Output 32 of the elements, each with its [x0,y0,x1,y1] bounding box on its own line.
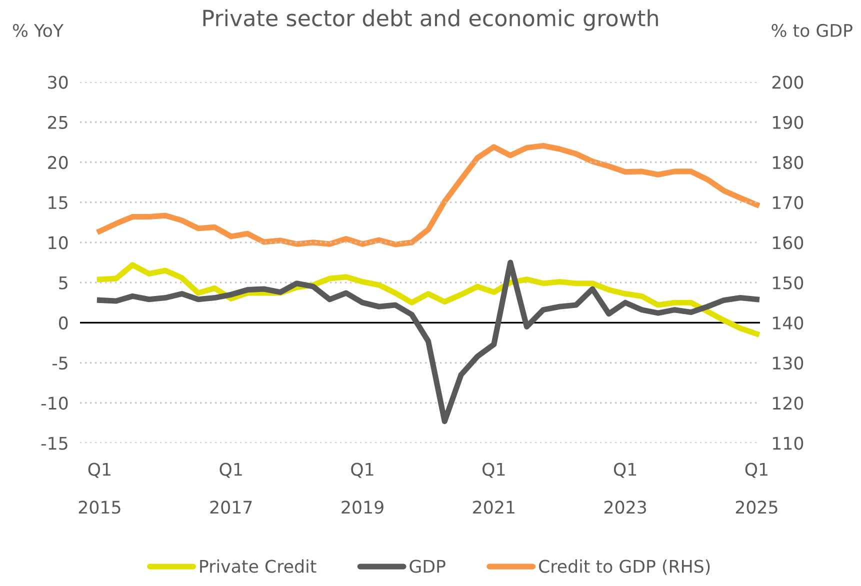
chart-title: Private sector debt and economic growth [203,9,658,31]
category-label: Q1 2025 [736,462,778,514]
y2-tick-label: 190 [773,116,804,129]
y2-tick-label: 140 [773,316,804,330]
y2-tick-label: 180 [773,156,804,170]
y2-tick-label: 150 [773,276,804,290]
y-tick-label: -5 [52,356,68,370]
y2-tick-label: 110 [773,436,804,450]
y-tick-label: -10 [41,396,68,410]
legend-label: Private Credit [200,559,316,573]
y-axis-title: % YoY [12,24,64,38]
y-tick-label: 0 [58,316,68,330]
y-tick-label: 20 [48,156,68,170]
y-tick-label: 25 [48,116,68,129]
y2-tick-label: 120 [773,396,804,410]
y2-tick-label: 170 [773,196,804,210]
category-label: Q1 2017 [210,462,252,514]
category-label: Q1 2015 [78,462,120,514]
y2-tick-label: 130 [773,356,804,370]
y2-tick-label: 200 [772,76,804,89]
y2-tick-label: 160 [773,236,804,250]
category-label: Q1 2021 [473,462,514,514]
legend-label: Credit to GDP (RHS) [538,559,710,575]
category-label: Q1 2019 [342,462,384,514]
y2-axis-title: % to GDP [772,24,852,38]
y-tick-label: 15 [48,196,68,210]
category-label: Q1 2023 [604,462,646,514]
y-tick-label: -15 [41,436,68,450]
legend-label: GDP [410,560,446,573]
y-tick-label: 30 [48,76,68,89]
y-tick-label: 5 [59,276,68,290]
y-tick-label: 10 [48,236,68,250]
